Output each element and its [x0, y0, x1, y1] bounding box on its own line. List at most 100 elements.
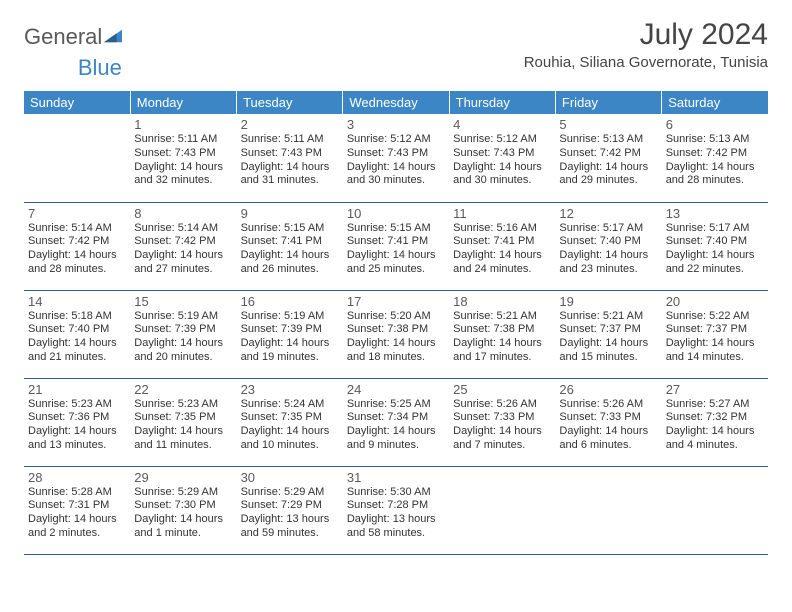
day-number: 2	[241, 117, 339, 132]
daylight-text: Daylight: 14 hours and 32 minutes.	[134, 161, 232, 189]
day-number: 5	[559, 117, 657, 132]
calendar-day-cell: 27Sunrise: 5:27 AMSunset: 7:32 PMDayligh…	[662, 378, 768, 466]
daylight-text: Daylight: 14 hours and 21 minutes.	[28, 337, 126, 365]
sunrise-text: Sunrise: 5:20 AM	[347, 310, 445, 324]
daylight-text: Daylight: 14 hours and 23 minutes.	[559, 249, 657, 277]
day-details: Sunrise: 5:16 AMSunset: 7:41 PMDaylight:…	[453, 222, 551, 277]
sunset-text: Sunset: 7:31 PM	[28, 499, 126, 513]
sunrise-text: Sunrise: 5:23 AM	[28, 398, 126, 412]
day-details: Sunrise: 5:28 AMSunset: 7:31 PMDaylight:…	[28, 486, 126, 541]
sunset-text: Sunset: 7:30 PM	[134, 499, 232, 513]
calendar-day-cell: 22Sunrise: 5:23 AMSunset: 7:35 PMDayligh…	[130, 378, 236, 466]
daylight-text: Daylight: 14 hours and 17 minutes.	[453, 337, 551, 365]
sunrise-text: Sunrise: 5:21 AM	[559, 310, 657, 324]
sunrise-text: Sunrise: 5:15 AM	[241, 222, 339, 236]
day-details: Sunrise: 5:20 AMSunset: 7:38 PMDaylight:…	[347, 310, 445, 365]
day-number: 18	[453, 294, 551, 309]
day-number: 30	[241, 470, 339, 485]
brand-triangle-icon	[104, 29, 122, 43]
sunrise-text: Sunrise: 5:25 AM	[347, 398, 445, 412]
sunrise-text: Sunrise: 5:12 AM	[453, 133, 551, 147]
sunset-text: Sunset: 7:36 PM	[28, 411, 126, 425]
day-details: Sunrise: 5:30 AMSunset: 7:28 PMDaylight:…	[347, 486, 445, 541]
sunrise-text: Sunrise: 5:29 AM	[134, 486, 232, 500]
weekday-header: Tuesday	[237, 91, 343, 114]
day-number: 8	[134, 206, 232, 221]
daylight-text: Daylight: 14 hours and 30 minutes.	[453, 161, 551, 189]
day-details: Sunrise: 5:11 AMSunset: 7:43 PMDaylight:…	[134, 133, 232, 188]
sunset-text: Sunset: 7:42 PM	[28, 235, 126, 249]
sunset-text: Sunset: 7:37 PM	[666, 323, 764, 337]
daylight-text: Daylight: 14 hours and 7 minutes.	[453, 425, 551, 453]
daylight-text: Daylight: 14 hours and 31 minutes.	[241, 161, 339, 189]
sunset-text: Sunset: 7:38 PM	[453, 323, 551, 337]
calendar-day-cell: 20Sunrise: 5:22 AMSunset: 7:37 PMDayligh…	[662, 290, 768, 378]
calendar-page: General July 2024 Rouhia, Siliana Govern…	[0, 0, 792, 565]
sunrise-text: Sunrise: 5:22 AM	[666, 310, 764, 324]
sunset-text: Sunset: 7:42 PM	[666, 147, 764, 161]
day-details: Sunrise: 5:24 AMSunset: 7:35 PMDaylight:…	[241, 398, 339, 453]
day-details: Sunrise: 5:19 AMSunset: 7:39 PMDaylight:…	[241, 310, 339, 365]
sunset-text: Sunset: 7:41 PM	[453, 235, 551, 249]
calendar-day-cell: 29Sunrise: 5:29 AMSunset: 7:30 PMDayligh…	[130, 466, 236, 554]
brand-part2: Blue	[78, 55, 122, 81]
daylight-text: Daylight: 14 hours and 29 minutes.	[559, 161, 657, 189]
day-number: 11	[453, 206, 551, 221]
sunrise-text: Sunrise: 5:21 AM	[453, 310, 551, 324]
daylight-text: Daylight: 14 hours and 18 minutes.	[347, 337, 445, 365]
daylight-text: Daylight: 14 hours and 6 minutes.	[559, 425, 657, 453]
sunset-text: Sunset: 7:43 PM	[134, 147, 232, 161]
calendar-day-cell: 8Sunrise: 5:14 AMSunset: 7:42 PMDaylight…	[130, 202, 236, 290]
calendar-day-cell: 25Sunrise: 5:26 AMSunset: 7:33 PMDayligh…	[449, 378, 555, 466]
day-number: 13	[666, 206, 764, 221]
calendar-day-cell: 7Sunrise: 5:14 AMSunset: 7:42 PMDaylight…	[24, 202, 130, 290]
brand-logo: General	[24, 18, 122, 50]
daylight-text: Daylight: 14 hours and 26 minutes.	[241, 249, 339, 277]
calendar-day-cell: 28Sunrise: 5:28 AMSunset: 7:31 PMDayligh…	[24, 466, 130, 554]
calendar-day-cell: 9Sunrise: 5:15 AMSunset: 7:41 PMDaylight…	[237, 202, 343, 290]
day-number: 24	[347, 382, 445, 397]
sunrise-text: Sunrise: 5:14 AM	[134, 222, 232, 236]
calendar-week-row: 7Sunrise: 5:14 AMSunset: 7:42 PMDaylight…	[24, 202, 768, 290]
calendar-day-cell: 16Sunrise: 5:19 AMSunset: 7:39 PMDayligh…	[237, 290, 343, 378]
calendar-day-cell: 11Sunrise: 5:16 AMSunset: 7:41 PMDayligh…	[449, 202, 555, 290]
calendar-day-cell: 18Sunrise: 5:21 AMSunset: 7:38 PMDayligh…	[449, 290, 555, 378]
weekday-row: Sunday Monday Tuesday Wednesday Thursday…	[24, 91, 768, 114]
sunrise-text: Sunrise: 5:11 AM	[241, 133, 339, 147]
day-details: Sunrise: 5:15 AMSunset: 7:41 PMDaylight:…	[241, 222, 339, 277]
sunset-text: Sunset: 7:38 PM	[347, 323, 445, 337]
sunrise-text: Sunrise: 5:26 AM	[559, 398, 657, 412]
daylight-text: Daylight: 14 hours and 22 minutes.	[666, 249, 764, 277]
daylight-text: Daylight: 14 hours and 2 minutes.	[28, 513, 126, 541]
day-details: Sunrise: 5:14 AMSunset: 7:42 PMDaylight:…	[134, 222, 232, 277]
calendar-day-cell: 15Sunrise: 5:19 AMSunset: 7:39 PMDayligh…	[130, 290, 236, 378]
sunset-text: Sunset: 7:40 PM	[559, 235, 657, 249]
calendar-day-cell: 31Sunrise: 5:30 AMSunset: 7:28 PMDayligh…	[343, 466, 449, 554]
sunrise-text: Sunrise: 5:13 AM	[666, 133, 764, 147]
weekday-header: Thursday	[449, 91, 555, 114]
day-details: Sunrise: 5:17 AMSunset: 7:40 PMDaylight:…	[559, 222, 657, 277]
day-details: Sunrise: 5:21 AMSunset: 7:38 PMDaylight:…	[453, 310, 551, 365]
daylight-text: Daylight: 14 hours and 28 minutes.	[28, 249, 126, 277]
day-details: Sunrise: 5:19 AMSunset: 7:39 PMDaylight:…	[134, 310, 232, 365]
daylight-text: Daylight: 14 hours and 13 minutes.	[28, 425, 126, 453]
sunrise-text: Sunrise: 5:11 AM	[134, 133, 232, 147]
sunrise-text: Sunrise: 5:28 AM	[28, 486, 126, 500]
calendar-day-cell	[449, 466, 555, 554]
calendar-day-cell: 4Sunrise: 5:12 AMSunset: 7:43 PMDaylight…	[449, 114, 555, 202]
calendar-day-cell: 24Sunrise: 5:25 AMSunset: 7:34 PMDayligh…	[343, 378, 449, 466]
daylight-text: Daylight: 14 hours and 28 minutes.	[666, 161, 764, 189]
calendar-day-cell: 1Sunrise: 5:11 AMSunset: 7:43 PMDaylight…	[130, 114, 236, 202]
sunset-text: Sunset: 7:39 PM	[134, 323, 232, 337]
daylight-text: Daylight: 13 hours and 58 minutes.	[347, 513, 445, 541]
daylight-text: Daylight: 14 hours and 10 minutes.	[241, 425, 339, 453]
sunrise-text: Sunrise: 5:15 AM	[347, 222, 445, 236]
calendar-week-row: 28Sunrise: 5:28 AMSunset: 7:31 PMDayligh…	[24, 466, 768, 554]
day-number: 7	[28, 206, 126, 221]
sunset-text: Sunset: 7:28 PM	[347, 499, 445, 513]
sunrise-text: Sunrise: 5:13 AM	[559, 133, 657, 147]
calendar-day-cell: 3Sunrise: 5:12 AMSunset: 7:43 PMDaylight…	[343, 114, 449, 202]
sunrise-text: Sunrise: 5:19 AM	[134, 310, 232, 324]
weekday-header: Wednesday	[343, 91, 449, 114]
calendar-day-cell	[555, 466, 661, 554]
